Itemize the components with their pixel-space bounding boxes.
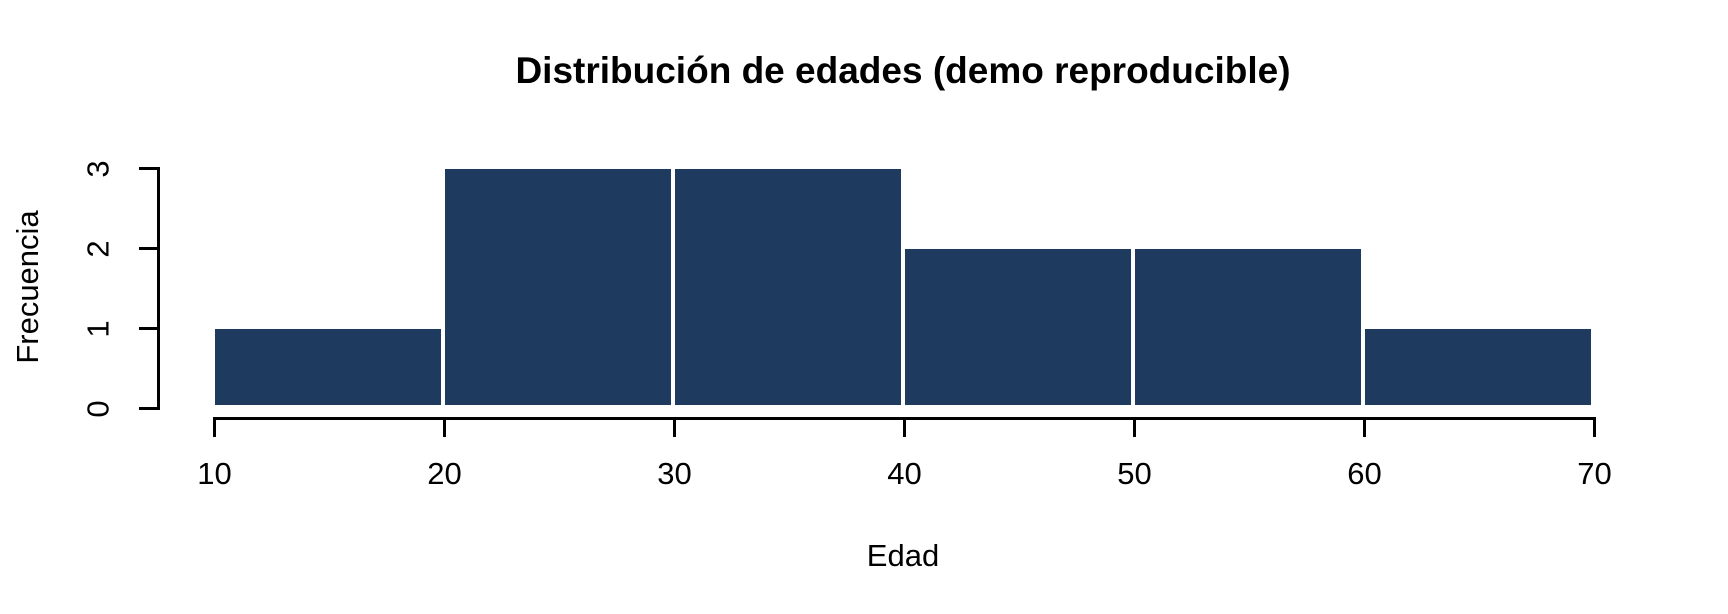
y-tick — [139, 327, 157, 330]
y-tick-label: 1 — [80, 319, 116, 338]
x-tick-label: 20 — [427, 456, 462, 491]
x-tick — [1133, 417, 1136, 437]
y-tick-label: 0 — [80, 399, 116, 418]
x-tick — [443, 417, 446, 437]
y-tick — [139, 167, 157, 170]
y-tick — [139, 247, 157, 250]
x-axis-label: Edad — [866, 538, 940, 573]
x-tick-label: 40 — [887, 456, 922, 491]
histogram-bar — [443, 167, 673, 407]
y-axis-label: Frecuencia — [10, 210, 45, 364]
x-tick-label: 50 — [1117, 456, 1152, 491]
y-tick-label: 3 — [80, 159, 116, 178]
x-tick — [673, 417, 676, 437]
x-tick-label: 70 — [1577, 456, 1612, 491]
y-tick-label: 2 — [80, 239, 116, 258]
histogram-bar — [1363, 327, 1593, 407]
x-tick — [903, 417, 906, 437]
x-tick-label: 10 — [197, 456, 232, 491]
x-tick-label: 60 — [1347, 456, 1382, 491]
x-tick — [213, 417, 216, 437]
histogram-bar — [1133, 247, 1363, 407]
x-tick — [1363, 417, 1366, 437]
y-tick — [139, 407, 157, 410]
x-tick — [1593, 417, 1596, 437]
y-axis-line — [157, 167, 160, 410]
chart-title: Distribución de edades (demo reproducibl… — [515, 50, 1291, 91]
histogram-bar — [673, 167, 903, 407]
histogram-bar — [903, 247, 1133, 407]
histogram-bar — [213, 327, 443, 407]
x-tick-label: 30 — [657, 456, 692, 491]
